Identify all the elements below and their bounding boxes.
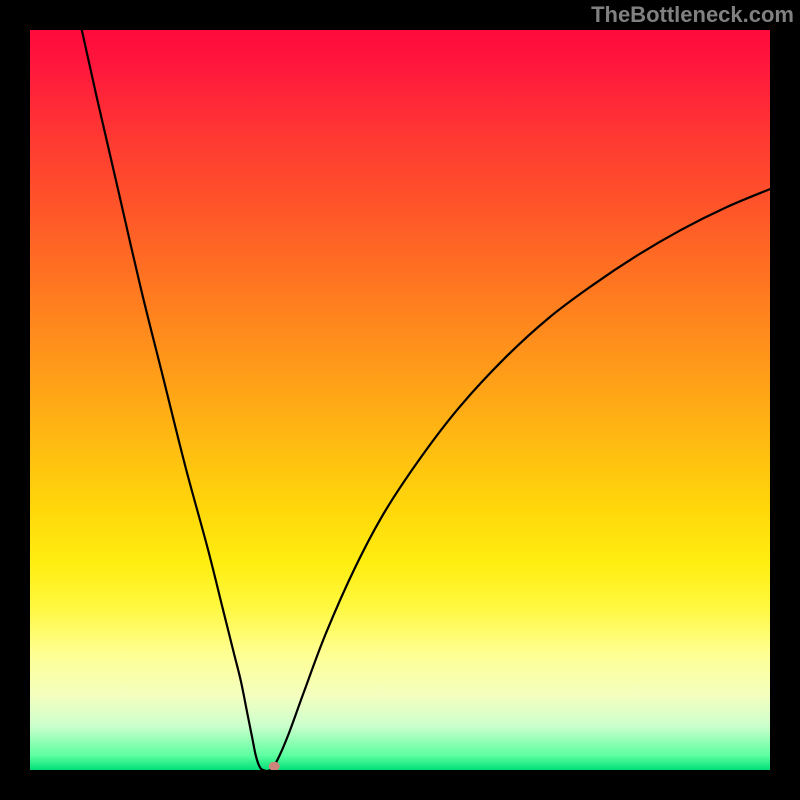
- watermark-text: TheBottleneck.com: [591, 2, 794, 28]
- chart-svg: [30, 30, 770, 770]
- gradient-background: [30, 30, 770, 770]
- chart-container: TheBottleneck.com: [0, 0, 800, 800]
- plot-area: [30, 30, 770, 770]
